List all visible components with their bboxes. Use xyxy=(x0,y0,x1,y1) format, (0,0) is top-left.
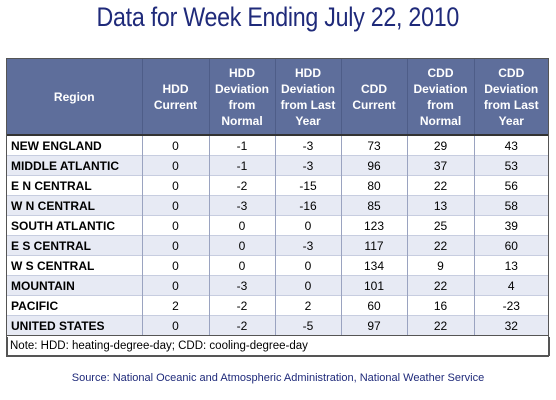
value-cell: -3 xyxy=(275,155,342,176)
value-cell: 32 xyxy=(474,315,548,336)
value-cell: 0 xyxy=(142,275,210,296)
value-cell: 22 xyxy=(407,275,475,296)
value-cell: 60 xyxy=(474,235,548,256)
value-cell: 0 xyxy=(209,255,276,276)
table-row: E N CENTRAL 0 -2 -15 80 22 56 xyxy=(7,175,548,196)
value-cell: 56 xyxy=(474,175,548,196)
table-row: MIDDLE ATLANTIC 0 -1 -3 96 37 53 xyxy=(7,155,548,176)
column-header: CDD Deviation from Last Year xyxy=(474,59,548,135)
value-cell: 22 xyxy=(407,175,475,196)
value-cell: 134 xyxy=(341,255,408,276)
value-cell: 0 xyxy=(142,175,210,196)
region-cell: W S CENTRAL xyxy=(7,255,143,276)
table-note: Note: HDD: heating-degree-day; CDD: cool… xyxy=(7,337,550,356)
value-cell: 22 xyxy=(407,235,475,256)
value-cell: 4 xyxy=(474,275,548,296)
value-cell: -3 xyxy=(209,195,276,216)
value-cell: 22 xyxy=(407,315,475,336)
value-cell: 123 xyxy=(341,215,408,236)
column-header: CDD Deviation from Normal xyxy=(407,59,475,135)
table-row: PACIFIC 2 -2 2 60 16 -23 xyxy=(7,295,548,316)
value-cell: 29 xyxy=(407,134,475,156)
value-cell: 25 xyxy=(407,215,475,236)
table-row: MOUNTAIN 0 -3 0 101 22 4 xyxy=(7,275,548,296)
value-cell: 0 xyxy=(275,275,342,296)
value-cell: -1 xyxy=(209,134,276,156)
value-cell: 37 xyxy=(407,155,475,176)
table-row: W N CENTRAL 0 -3 -16 85 13 58 xyxy=(7,195,548,216)
value-cell: -3 xyxy=(275,235,342,256)
table-row: W S CENTRAL 0 0 0 134 9 13 xyxy=(7,255,548,276)
value-cell: 0 xyxy=(142,255,210,276)
page-title: Data for Week Ending July 22, 2010 xyxy=(96,2,460,32)
source-line: Source: National Oceanic and Atmospheric… xyxy=(71,372,485,384)
value-cell: 0 xyxy=(209,215,276,236)
degree-day-table: Region HDD Current HDD Deviation from No… xyxy=(7,59,548,336)
value-cell: 0 xyxy=(142,215,210,236)
value-cell: 9 xyxy=(407,255,475,276)
region-cell: W N CENTRAL xyxy=(7,195,143,216)
value-cell: 97 xyxy=(341,315,408,336)
table-row: UNITED STATES 0 -2 -5 97 22 32 xyxy=(7,315,548,336)
table-row: SOUTH ATLANTIC 0 0 0 123 25 39 xyxy=(7,215,548,236)
value-cell: 58 xyxy=(474,195,548,216)
value-cell: 60 xyxy=(341,295,408,316)
value-cell: 0 xyxy=(142,195,210,216)
value-cell: 0 xyxy=(275,255,342,276)
value-cell: -16 xyxy=(275,195,342,216)
value-cell: 13 xyxy=(474,255,548,276)
region-cell: MIDDLE ATLANTIC xyxy=(7,155,143,176)
value-cell: 39 xyxy=(474,215,548,236)
column-header: HDD Current xyxy=(142,59,210,135)
column-header: HDD Deviation from Last Year xyxy=(275,59,342,135)
table-row: NEW ENGLAND 0 -1 -3 73 29 43 xyxy=(7,134,548,156)
value-cell: 85 xyxy=(341,195,408,216)
value-cell: 96 xyxy=(341,155,408,176)
value-cell: -5 xyxy=(275,315,342,336)
value-cell: 0 xyxy=(142,155,210,176)
value-cell: 117 xyxy=(341,235,408,256)
value-cell: 0 xyxy=(142,235,210,256)
value-cell: 53 xyxy=(474,155,548,176)
value-cell: 0 xyxy=(209,235,276,256)
value-cell: 16 xyxy=(407,295,475,316)
value-cell: -23 xyxy=(474,295,548,316)
value-cell: 0 xyxy=(142,315,210,336)
value-cell: -2 xyxy=(209,315,276,336)
region-cell: E N CENTRAL xyxy=(7,175,143,196)
value-cell: -3 xyxy=(209,275,276,296)
region-cell: NEW ENGLAND xyxy=(7,134,143,156)
value-cell: 2 xyxy=(142,295,210,316)
value-cell: -15 xyxy=(275,175,342,196)
table-row: E S CENTRAL 0 0 -3 117 22 60 xyxy=(7,235,548,256)
region-cell: E S CENTRAL xyxy=(7,235,143,256)
value-cell: -3 xyxy=(275,134,342,156)
value-cell: 0 xyxy=(142,134,210,156)
value-cell: 101 xyxy=(341,275,408,296)
column-header: CDD Current xyxy=(341,59,408,135)
value-cell: 80 xyxy=(341,175,408,196)
value-cell: -2 xyxy=(209,175,276,196)
value-cell: 2 xyxy=(275,295,342,316)
value-cell: 73 xyxy=(341,134,408,156)
value-cell: 13 xyxy=(407,195,475,216)
value-cell: 0 xyxy=(275,215,342,236)
region-cell: SOUTH ATLANTIC xyxy=(7,215,143,236)
value-cell: -2 xyxy=(209,295,276,316)
column-header: HDD Deviation from Normal xyxy=(209,59,276,135)
table-header-row: Region HDD Current HDD Deviation from No… xyxy=(7,59,548,135)
value-cell: 43 xyxy=(474,134,548,156)
region-cell: PACIFIC xyxy=(7,295,143,316)
value-cell: -1 xyxy=(209,155,276,176)
region-cell: UNITED STATES xyxy=(7,315,143,336)
column-header: Region xyxy=(7,59,143,135)
region-cell: MOUNTAIN xyxy=(7,275,143,296)
